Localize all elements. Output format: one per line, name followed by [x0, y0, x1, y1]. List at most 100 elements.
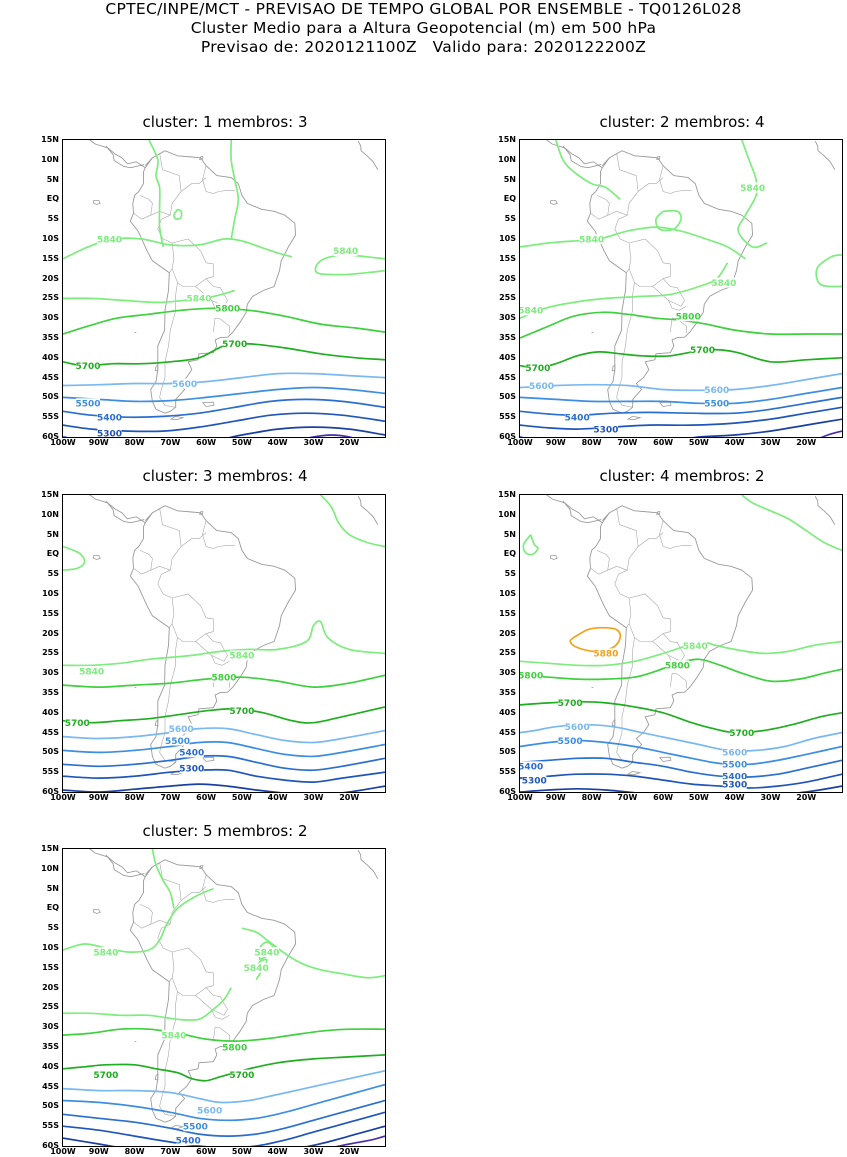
contour-label-bg — [187, 293, 211, 304]
lat-tick-label: 55S — [42, 412, 59, 422]
map-panel-cluster-4: 5880 5840 5800 5800 5700 5700 5600 5600 5500 5500… — [519, 494, 843, 793]
contour-label-bg — [704, 398, 729, 409]
lon-tick-label: 50W — [231, 438, 252, 447]
contour-label-bg — [179, 747, 204, 758]
lat-tick-label: EQ — [46, 194, 59, 204]
lat-tick-label: 15N — [41, 490, 59, 499]
lat-tick-label: 10S — [42, 589, 59, 598]
contour-label: 5400 — [722, 773, 747, 783]
country-border — [662, 278, 685, 301]
lon-tick-label: 30W — [303, 1147, 324, 1156]
map-svg: 5840 5840 5840 5800 5700 5700 5600 5500 5400 5300 — [63, 140, 385, 437]
country-border — [626, 597, 632, 628]
country-border — [157, 923, 173, 953]
header-line-3: Previsao de: 2020121100Z Valido para: 20… — [200, 38, 647, 56]
contour-label-bg — [333, 245, 358, 256]
contour-label-bg — [172, 378, 197, 389]
country-border — [616, 637, 635, 763]
island-coastline — [626, 416, 642, 421]
lon-tick-label: 80W — [124, 1147, 145, 1156]
lon-tick-label: 40W — [267, 1147, 288, 1156]
coastline — [144, 157, 153, 167]
lon-tick-label: 20W — [796, 438, 817, 447]
contour-line-5600 — [520, 372, 842, 392]
contour-label: 5800 — [520, 672, 543, 682]
lat-tick-label: 25S — [499, 648, 516, 658]
country-border — [668, 300, 687, 311]
south-america-coastline — [129, 505, 297, 769]
lat-tick-label: 5N — [46, 529, 59, 539]
contour-line-5300 — [520, 773, 842, 789]
island-coastline — [659, 401, 672, 407]
lat-tick-label: 60S — [499, 432, 516, 441]
contour-label-bg — [565, 412, 590, 423]
lon-tick-label: 30W — [303, 438, 324, 447]
lon-tick-label: 60W — [653, 793, 674, 802]
contour-label-bg — [76, 398, 100, 409]
contour-line-5840 — [737, 140, 768, 249]
contour-line-5200 — [520, 418, 842, 437]
country-border — [614, 569, 630, 599]
lon-tick-label: 70W — [160, 1147, 181, 1156]
contour-label: 5600 — [169, 725, 194, 735]
lon-tick-label: 50W — [231, 1147, 252, 1156]
lat-tick-label: 15N — [498, 135, 516, 144]
country-border — [211, 1009, 230, 1020]
contour-label: 5800 — [211, 674, 236, 684]
contour-label-bg — [593, 648, 618, 659]
contour-label-bg — [222, 1042, 247, 1052]
contour-label: 5700 — [229, 707, 254, 717]
contour-line-5200 — [63, 783, 385, 792]
lon-tick-label: 90W — [88, 793, 109, 802]
contour-label: 5800 — [222, 1043, 247, 1053]
contour-line-5840 — [554, 140, 621, 201]
lat-tick-label: 10S — [499, 234, 516, 243]
country-border — [213, 318, 216, 333]
contour-label-bg — [222, 338, 247, 349]
contour-label: 5400 — [97, 414, 122, 424]
contour-label-bg — [593, 424, 618, 435]
contour-label-bg — [579, 234, 604, 244]
contour-label-bg — [76, 360, 100, 371]
contour-label: 5600 — [172, 380, 197, 390]
figure-header: CPTEC/INPE/MCT - PREVISAO DE TEMPO GLOBA… — [0, 0, 847, 57]
map-svg: 5840 5840 5800 5700 5700 5600 5500 5400 5300 — [63, 495, 385, 792]
lat-tick-label: 20S — [42, 982, 59, 992]
lon-tick-label: 80W — [124, 438, 145, 447]
map-svg: 5840 5840 5840 5840 5800 5700 5700 5600 5500 5400 — [63, 849, 385, 1146]
island-coastline — [169, 1125, 185, 1130]
contour-label: 5600 — [722, 749, 747, 759]
contour-line-5840 — [741, 495, 842, 552]
contour-line-5100 — [308, 434, 353, 437]
lon-tick-label: 100W — [50, 438, 76, 447]
map-panel-cluster-2: 5840 5840 5840 5840 5800 5700 5700 5600 5600 5500… — [519, 139, 843, 438]
country-border — [629, 238, 671, 279]
lon-tick-label: 90W — [88, 1147, 109, 1156]
country-border — [590, 213, 608, 220]
lat-tick-label: 35S — [42, 688, 59, 697]
contour-line-5840 — [63, 620, 385, 667]
lat-tick-label: 60S — [42, 1141, 59, 1150]
contour-line-5840 — [230, 140, 240, 240]
contour-label-bg — [690, 344, 715, 355]
lat-tick-label: 5S — [47, 923, 59, 933]
contour-label-bg — [79, 666, 104, 677]
lat-tick-label: 15N — [498, 490, 516, 499]
coastline — [105, 145, 145, 169]
lon-tick-label: 80W — [581, 793, 602, 802]
lat-tick-label: 30S — [42, 668, 59, 678]
lon-tick-label: 70W — [160, 793, 181, 802]
island-coastline — [92, 200, 101, 205]
coastline — [357, 140, 379, 170]
coastline — [357, 495, 379, 525]
contour-label-bg — [665, 660, 690, 671]
contour-labels: 5840 5840 5800 5700 5700 5600 5500 5400 5300 — [65, 650, 254, 775]
contour-label-bg — [229, 705, 254, 716]
contour-label: 5700 — [93, 1071, 118, 1081]
lat-tick-label: 40S — [42, 707, 59, 717]
contour-line-5400 — [520, 757, 842, 778]
country-border — [596, 195, 628, 216]
lat-tick-label: 30S — [42, 313, 59, 323]
contour-label-bg — [558, 697, 583, 708]
country-border — [675, 189, 692, 192]
